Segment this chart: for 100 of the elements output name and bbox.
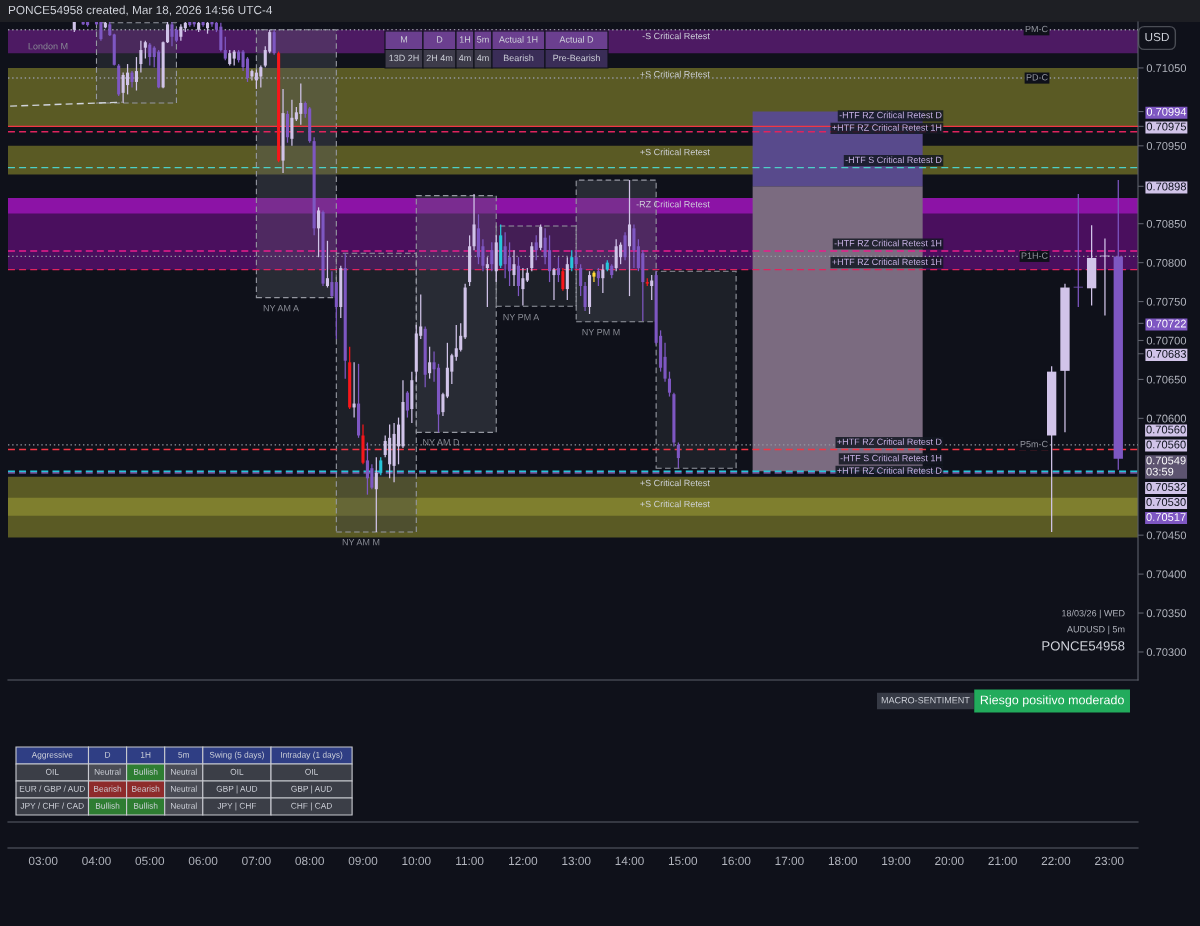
candlestick [134,56,139,92]
text: Neutral [94,768,121,775]
y2-tick-label: 0.70400 [1146,570,1187,579]
ref-line-label: +HTF RZ Critical Retest 1H [832,258,942,266]
candlestick [454,324,458,362]
annotation: 13D 2H [389,54,419,62]
candlestick [516,256,521,297]
y2-tick-label: 0.70994 [1146,107,1187,116]
candlestick [325,240,330,289]
band-label: -RZ Critical Retest [636,200,710,208]
annotation: London M [28,42,68,50]
candlestick [245,56,250,83]
ref-line-label: -HTF RZ Critical Retest D [839,111,942,119]
x-tick-label: 07:00 [242,856,271,866]
x-tick-label: 17:00 [775,856,804,866]
y2-tick-label: 0.70350 [1146,609,1187,618]
annotation: 1H [459,36,471,43]
annotation: M [400,36,408,43]
x-tick-label: 23:00 [1095,856,1124,866]
text: 1H [140,751,151,758]
ref-line-label: -HTF RZ Critical Retest 1H [834,239,942,247]
candlestick [99,22,103,42]
candlestick [614,238,618,272]
y2-tick-label: 0.70898 [1146,182,1187,191]
candlestick [503,231,507,279]
annotation: D [436,36,443,43]
x-tick-label: 09:00 [348,856,378,866]
annotation: 4m [476,54,489,62]
candlestick [165,22,170,44]
candlestick [148,42,152,67]
x-tick-label: 13:00 [562,856,591,866]
annotation: PONCE54958 [1042,641,1125,651]
text: Aggressive [31,751,73,760]
text: 0.70530 [1146,498,1186,506]
text: Neutral [171,768,197,775]
candlestick [219,22,223,53]
x-tick-label: 06:00 [188,856,218,866]
y2-tick-label: 0.70650 [1146,375,1187,384]
candlestick [330,270,334,298]
candlestick [556,256,560,283]
annotation: Actual 1H [498,36,538,43]
candlestick [592,270,596,283]
text: Riesgo positivo moderado [980,695,1124,707]
candlestick [1073,193,1083,308]
candlestick [508,241,512,287]
annotation: Pre-Bearish [553,54,600,62]
candlestick [259,64,263,89]
ref-line-label: P5m-C [1020,440,1048,448]
text: JPY | CHF [217,802,257,811]
x-tick-label: 03:00 [28,856,58,866]
ref-line-label: +HTF RZ Critical Retest D [837,438,942,445]
candlestick [632,223,636,269]
y2-tick-label: 0.70450 [1146,531,1187,540]
ref-line-label: +HTF RZ Critical Retest D [837,467,942,474]
text: Bearish [132,785,160,792]
text: GBP | AUD [216,785,258,794]
y2-tick-label: 0.70600 [1146,414,1187,423]
text: EUR / GBP / AUD [19,785,85,792]
x-tick-label: 16:00 [722,856,751,866]
y2-tick-label: 0.71050 [1146,64,1187,73]
y2-tick-label: 0.70750 [1146,297,1187,306]
x-tick-label: 18:00 [828,856,858,866]
text: CHF | CAD [291,802,332,811]
chart-title: PONCE54958 created, Mar 18, 2026 14:56 UTC-4 [8,5,273,16]
candlestick [459,322,463,353]
candlestick [223,36,227,61]
annotation: Actual D [559,36,594,43]
y2-tick-label: 0.70850 [1146,219,1187,228]
x-tick-label: 19:00 [882,856,911,866]
annotation: AUDUSD | 5m [1066,625,1125,635]
x-tick-label: 10:00 [402,856,431,866]
candlestick [210,22,214,28]
x-tick-label: 14:00 [615,856,644,866]
candlestick [512,249,516,287]
candlestick [552,267,556,301]
text: 0.70560 [1146,440,1186,449]
candlestick [126,63,130,96]
y2-axis-title: USD [1145,32,1169,42]
x-tick-label: 15:00 [668,856,698,866]
text: 0.70560 [1146,425,1186,434]
candlestick [370,463,374,490]
candlestick [619,241,623,265]
x-tick-label: 05:00 [135,856,165,866]
x-tick-label: 22:00 [1041,856,1071,866]
annotation: NY AM A [263,305,299,312]
candlestick [623,231,627,261]
text: OIL [45,768,59,775]
candlestick [485,256,489,308]
y2-tick-label: 0.70300 [1146,648,1187,657]
candlestick [317,206,321,258]
candlestick [521,267,525,307]
candlestick [561,267,565,292]
candlestick [428,346,432,380]
text: 0.70517 [1146,513,1186,521]
text: OIL [230,768,244,775]
ref-line-label: P1H-C [1021,252,1048,259]
text: OIL [305,768,318,775]
candlestick [290,99,294,147]
text: Neutral [171,802,197,809]
annotation: 4m [458,54,471,62]
